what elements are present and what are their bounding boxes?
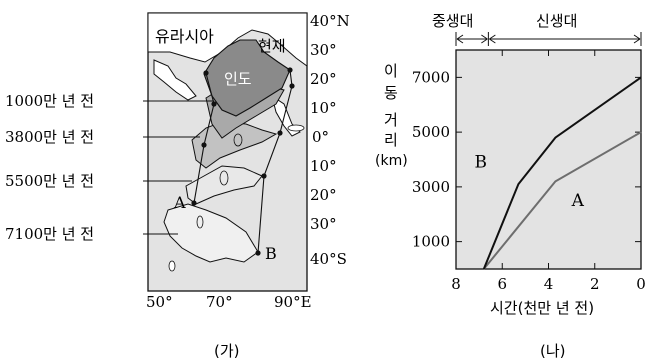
- lat-label: 40°N: [310, 12, 350, 30]
- island-71ma: [196, 215, 204, 229]
- track-B-point-71ma: [255, 250, 261, 256]
- lon-label: 70°: [206, 293, 233, 311]
- series-line-A: [483, 131, 642, 270]
- x-tick-label: 8: [451, 275, 461, 293]
- lat-label: 0°: [312, 128, 329, 146]
- track-B-point-present: [287, 67, 293, 73]
- y-label-char: (km): [375, 153, 408, 169]
- track-A-line: [193, 72, 215, 204]
- lon-label: 50°: [146, 293, 173, 311]
- era-cenozoic-arrow: [489, 34, 641, 44]
- series-label-A: A: [571, 191, 585, 211]
- era-cenozoic-label: 신생대: [536, 12, 577, 30]
- lat-label: 30°: [310, 215, 337, 233]
- series-line-B: [482, 76, 642, 270]
- x-tick-label: 6: [497, 275, 507, 293]
- point-A-label: A: [173, 193, 186, 212]
- caption-na: (나): [540, 342, 566, 360]
- island-38ma: [233, 133, 243, 147]
- time-label-55ma: 5500만 년 전: [5, 172, 94, 190]
- y-axis-label: 이 동 거 리 (km): [375, 62, 408, 169]
- latitude-labels: 40°N 30° 20° 10° 0° 10° 20° 30° 40°S: [310, 12, 350, 268]
- track-B-point-10ma: [289, 83, 295, 89]
- present-label: 현재: [258, 37, 286, 55]
- eurasia-landmass: [147, 12, 308, 67]
- arabia-landmass: [153, 59, 197, 101]
- x-tick-label: 0: [636, 275, 646, 293]
- caption-ga: (가): [214, 342, 240, 360]
- chart-layer: 1000 3000 5000 7000 8 6 4 2 0 A B: [412, 50, 646, 293]
- track-A-point-10ma: [211, 101, 217, 107]
- track-B-point-55ma: [261, 173, 267, 179]
- lat-label: 40°S: [310, 250, 347, 268]
- x-tick-label: 4: [544, 275, 554, 293]
- time-label-38ma: 3800만 년 전: [5, 128, 94, 146]
- y-label-char: 동: [384, 84, 398, 102]
- eurasia-label: 유라시아: [155, 27, 214, 46]
- chart-plot-area: [455, 49, 642, 270]
- y-tick-label: 5000: [412, 123, 450, 141]
- island-55ma: [219, 170, 229, 186]
- india-71ma: [163, 203, 259, 263]
- y-label-char: 이: [384, 62, 398, 80]
- era-mesozoic-arrow: [456, 34, 488, 44]
- point-B-label: B: [265, 244, 277, 263]
- y-label-char: 거: [384, 111, 398, 129]
- y-tick-label: 7000: [412, 68, 450, 86]
- y-tick-label: 1000: [412, 233, 450, 251]
- lon-label: 90°E: [274, 293, 312, 311]
- island-sw: [168, 260, 176, 272]
- track-A-point-present: [203, 70, 209, 76]
- india-label: 인도: [224, 70, 252, 88]
- y-tick-label: 3000: [412, 178, 450, 196]
- series-label-B: B: [475, 153, 488, 173]
- chart-panel: 중생대 신생대 이 동 거 리 (km) 시간(천만 년 전) (나) 1000…: [375, 12, 646, 360]
- island-east: [287, 124, 305, 132]
- lat-label: 10°: [310, 157, 337, 175]
- track-A-point-38ma: [201, 142, 207, 148]
- x-axis-label: 시간(천만 년 전): [490, 299, 594, 317]
- lat-label: 20°: [310, 186, 337, 204]
- lat-label: 30°: [310, 41, 337, 59]
- track-A-point-71ma: [191, 200, 197, 206]
- track-B-point-38ma: [277, 130, 283, 136]
- time-label-71ma: 7100만 년 전: [5, 225, 94, 243]
- map-panel: 유라시아 현재 인도 A B 1000만 년 전 3800만 년 전 5500만…: [5, 12, 350, 360]
- x-tick-label: 2: [590, 275, 600, 293]
- longitude-labels: 50° 70° 90°E: [146, 293, 312, 311]
- time-label-10ma: 1000만 년 전: [5, 92, 94, 110]
- era-mesozoic-label: 중생대: [432, 12, 473, 30]
- lat-label: 10°: [310, 99, 337, 117]
- lat-label: 20°: [310, 70, 337, 88]
- y-label-char: 리: [384, 131, 398, 149]
